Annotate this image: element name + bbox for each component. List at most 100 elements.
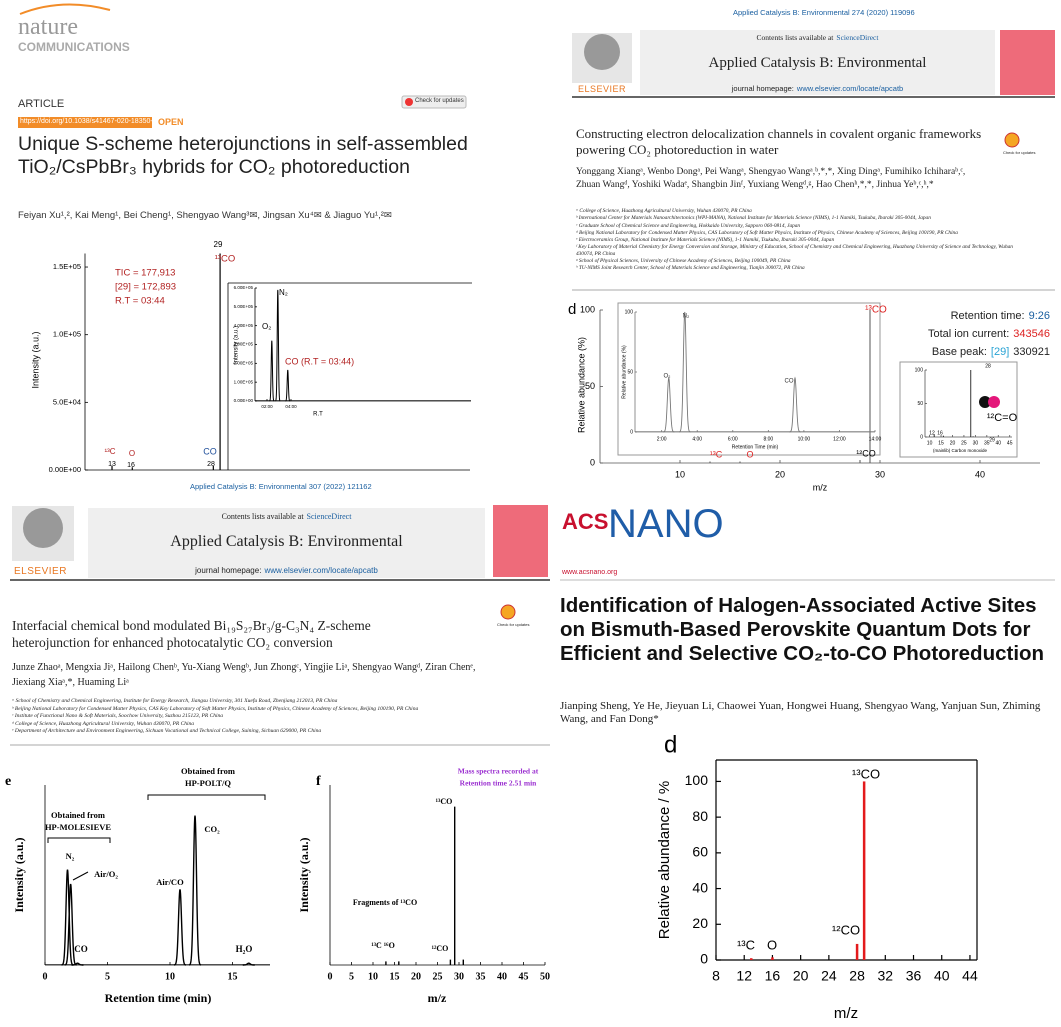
journal-box	[640, 30, 995, 95]
annotation: ¹³C ¹⁶O	[371, 941, 395, 950]
y-tick-label: 40	[692, 879, 708, 895]
annotation: d	[568, 301, 576, 318]
y-tick-label: 1.0E+05	[53, 330, 81, 339]
annotation: HP-MOLESIEVE	[45, 822, 111, 832]
site[interactable]: www.acsnano.org	[562, 569, 618, 576]
annotation: ¹³CO	[436, 797, 453, 806]
homepage-link[interactable]: www.elsevier.com/locate/apcatb	[796, 84, 904, 93]
bar	[750, 958, 753, 960]
x-tick-label: 0	[43, 971, 48, 982]
x-tick-label: 20	[411, 971, 421, 982]
x-tick-label: 10	[368, 971, 378, 982]
affiliations: ᵃ College of Science, Huazhong Agricultu…	[576, 208, 1021, 273]
authors: Jianping Sheng, Ye He, Jieyuan Li, Chaow…	[560, 700, 1041, 725]
check-button[interactable]	[401, 95, 467, 109]
y-tick-label: 3.00E+05	[234, 342, 254, 347]
y-axis-label: Intensity (a.u.)	[234, 326, 240, 364]
homepage-link[interactable]: www.elsevier.com/locate/apcatb	[264, 566, 378, 575]
x-tick-label: 32	[878, 968, 894, 984]
x-axis-label: (mainlib) Carbon monoxide	[933, 448, 988, 453]
annotation: CO	[203, 446, 217, 456]
peak	[71, 962, 84, 966]
annotation: Fragments of ¹³CO	[353, 898, 417, 907]
y-tick-label: 5.00E+05	[234, 304, 254, 309]
check-icon[interactable]	[1004, 132, 1020, 148]
x-tick-label: 44	[962, 968, 978, 984]
info-label: Base peak:	[931, 346, 987, 358]
x-tick-label: 04:00	[285, 404, 297, 409]
y-tick-label: 4.00E+05	[234, 323, 254, 328]
annotation: R.T = 03:44	[115, 296, 165, 307]
annotation: ¹²CO	[856, 448, 876, 458]
sciencedirect-link[interactable]: ScienceDirect	[306, 512, 352, 521]
x-tick-label: 36	[906, 968, 922, 984]
annotation: f	[316, 774, 321, 789]
logo-swoosh	[19, 3, 111, 15]
peak	[188, 815, 202, 966]
annotation: 16	[127, 462, 135, 469]
x-tick-label: 10	[675, 469, 685, 479]
y-tick-label: 100	[915, 367, 924, 373]
y-axis-label: Relative abundance / %	[656, 781, 673, 939]
y-axis-label: Intensity (a.u.)	[12, 837, 26, 912]
x-axis-label: m/z	[428, 991, 447, 1005]
y-tick-label: 0.00E+00	[234, 398, 254, 403]
x-tick-label: 45	[1007, 440, 1013, 446]
doi[interactable]: https://doi.org/10.1038/s41467-020-18350…	[20, 118, 157, 125]
x-tick-label: 4:00	[692, 436, 702, 442]
annotation: O₂	[262, 322, 271, 331]
check-label[interactable]: Check for updates	[1003, 150, 1036, 155]
affiliation: ᵇ Beijing National Laboratory for Conden…	[12, 705, 419, 712]
inset-frame	[617, 302, 881, 456]
x-axis-label: m/z	[834, 1005, 858, 1022]
annotation: O	[746, 449, 753, 459]
x-tick-label: 30	[875, 469, 885, 479]
y-tick-label: 0	[590, 457, 595, 467]
elsevier-tree	[23, 508, 63, 548]
peak	[61, 869, 74, 966]
info-line: Retention time: 9:26	[880, 307, 1050, 325]
info-label: Retention time:	[950, 310, 1025, 322]
journal-name: Applied Catalysis B: Environmental	[708, 55, 927, 71]
annotation: N₂	[683, 314, 690, 320]
x-tick-label: 28	[849, 968, 865, 984]
y-axis-label: Relative abundance (%)	[621, 345, 627, 399]
x-tick-label: 6:00	[728, 436, 738, 442]
info-value: 9:26	[1028, 310, 1050, 322]
x-tick-label: 50	[540, 971, 550, 982]
affiliation: ᵇ International Center for Materials Nan…	[576, 215, 931, 222]
info-value: [29]	[990, 346, 1010, 358]
peak	[285, 369, 291, 402]
annotation: ¹²CO	[432, 944, 449, 953]
peak	[173, 889, 187, 966]
annotation: ¹³CO	[852, 766, 880, 781]
annotation: Retention time 2.51 min	[460, 779, 537, 788]
check-icon[interactable]	[500, 604, 516, 620]
y-tick-label: 50	[585, 381, 595, 391]
open-access: OPEN	[158, 117, 184, 127]
molecule-oxygen	[988, 396, 1000, 408]
annotation: 13	[108, 461, 116, 468]
check-label[interactable]: Check for updates	[415, 98, 464, 104]
affiliations: ᵃ School of Chemistry and Chemical Engin…	[12, 698, 487, 736]
x-tick-label: 25	[961, 440, 967, 446]
check-label[interactable]: Check for updates	[497, 622, 530, 627]
x-tick-label: 8	[712, 968, 720, 984]
affiliation: ᵈ Beijing National Laboratory for Conden…	[576, 229, 958, 236]
title: Constructing electron delocalization cha…	[576, 126, 982, 157]
annotation: H₂O	[236, 944, 253, 954]
logo-left: ACS	[562, 509, 609, 534]
y-tick-label: 80	[692, 808, 708, 824]
annotation: Air/CO	[156, 877, 184, 887]
y-tick-label: 60	[692, 844, 708, 860]
x-tick-label: 20	[775, 469, 785, 479]
annotation: CO (R.T = 03:44)	[285, 356, 354, 366]
affiliation: ᵉ Electroceramics Group, National Instit…	[576, 237, 835, 244]
annotation: d	[664, 731, 677, 758]
affiliation: ᶠ Key Laboratory of Material Chemistry f…	[576, 244, 1013, 257]
logo-right: NANO	[608, 502, 724, 546]
x-tick-label: 02:00	[261, 404, 273, 409]
sciencedirect-link[interactable]: ScienceDirect	[836, 33, 879, 42]
